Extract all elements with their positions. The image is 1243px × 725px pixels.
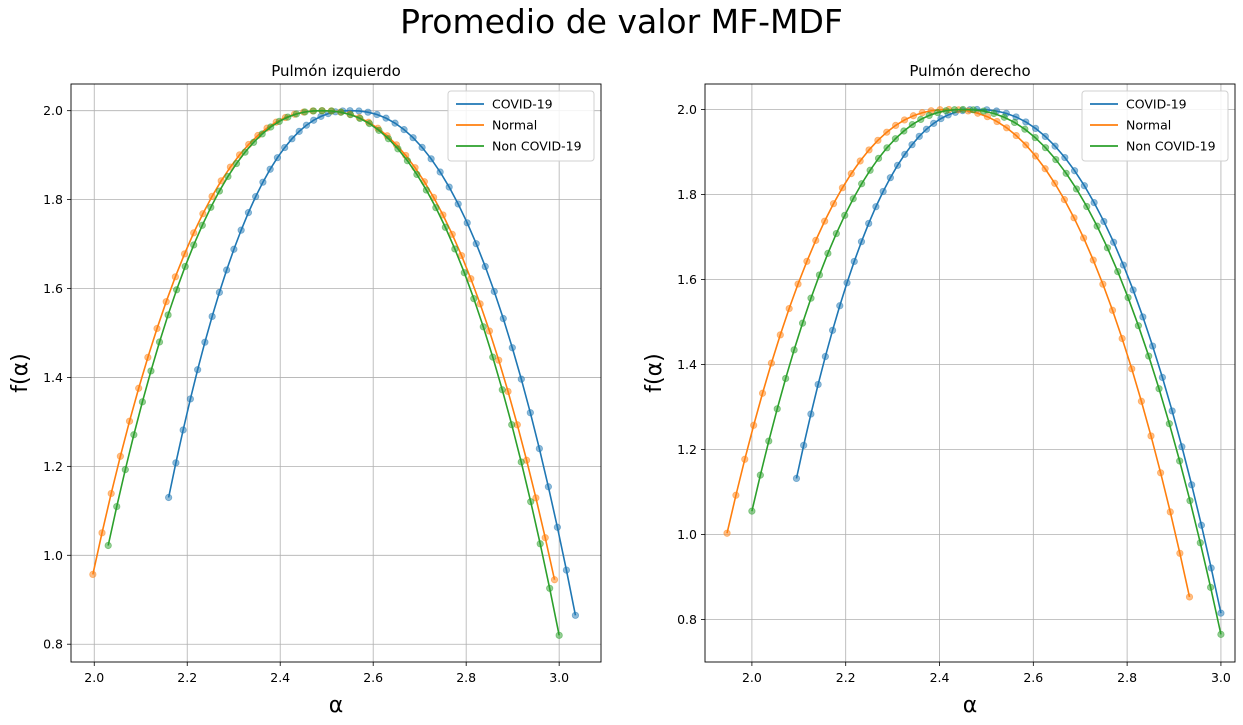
subplot-title: Pulmón izquierdo [271, 62, 401, 80]
y-tick-label: 1.0 [677, 527, 697, 542]
y-tick-label: 1.8 [43, 192, 63, 207]
y-tick-label: 1.2 [43, 459, 63, 474]
legend-label: Normal [1126, 118, 1171, 133]
series-non-covid-19 [104, 107, 563, 639]
figure-title: Promedio de valor MF-MDF [400, 2, 843, 41]
legend-label: Normal [492, 118, 537, 133]
y-tick-label: 1.4 [677, 357, 697, 372]
x-tick-label: 2.2 [177, 670, 197, 685]
x-tick-label: 2.4 [930, 670, 950, 685]
y-tick-label: 1.4 [43, 370, 63, 385]
y-tick-label: 1.8 [677, 187, 697, 202]
axes-frame [70, 83, 602, 663]
y-tick-label: 0.8 [43, 637, 63, 652]
series-line [726, 108, 1191, 598]
x-tick-label: 3.0 [549, 670, 569, 685]
subplot-title: Pulmón derecho [909, 62, 1030, 80]
y-axis-label: f(α) [8, 353, 33, 392]
series-non-covid-19 [748, 105, 1225, 638]
x-tick-label: 2.2 [836, 670, 856, 685]
legend-box [1081, 90, 1229, 162]
y-tick-label: 1.6 [43, 281, 63, 296]
x-axis-label: α [329, 693, 344, 718]
series-line [751, 108, 1222, 635]
x-tick-label: 2.0 [742, 670, 762, 685]
subplot-1: 2.0 2.2 2.4 2.6 2.8 3.0 0.8 1.0 1.2 1.4 1.6 1.8 2.0 P… [8, 62, 602, 718]
legend-label: COVID-19 [1126, 97, 1187, 112]
y-tick-label: 2.0 [677, 102, 697, 117]
series-line [107, 109, 560, 636]
x-tick-label: 2.8 [1117, 670, 1137, 685]
x-tick-label: 2.6 [1023, 670, 1043, 685]
legend: COVID-19 Normal Non COVID-19 [447, 90, 595, 162]
y-tick-label: 0.8 [677, 612, 697, 627]
series-line [92, 109, 556, 580]
y-tick-label: 2.0 [43, 103, 63, 118]
y-tick-label: 1.2 [677, 442, 697, 457]
x-tick-label: 2.8 [456, 670, 476, 685]
x-tick-label: 3.0 [1211, 670, 1231, 685]
series-line [167, 109, 577, 616]
y-tick-label: 1.0 [43, 548, 63, 563]
x-tick-label: 2.6 [363, 670, 383, 685]
legend-label: Non COVID-19 [1126, 139, 1216, 154]
y-axis-label: f(α) [642, 353, 667, 392]
legend-box [447, 90, 595, 162]
x-tick-label: 2.4 [270, 670, 290, 685]
legend-label: Non COVID-19 [492, 139, 582, 154]
subplot-2: 2.0 2.2 2.4 2.6 2.8 3.0 0.8 1.0 1.2 1.4 1.6 1.8 2.0 P… [642, 62, 1236, 718]
x-axis-label: α [963, 693, 978, 718]
legend-label: COVID-19 [492, 97, 553, 112]
series-covid-19 [165, 107, 580, 619]
x-tick-label: 2.0 [84, 670, 104, 685]
y-tick-label: 1.6 [677, 272, 697, 287]
series-covid-19 [792, 105, 1225, 617]
legend: COVID-19 Normal Non COVID-19 [1081, 90, 1229, 162]
axes-frame [704, 83, 1236, 663]
